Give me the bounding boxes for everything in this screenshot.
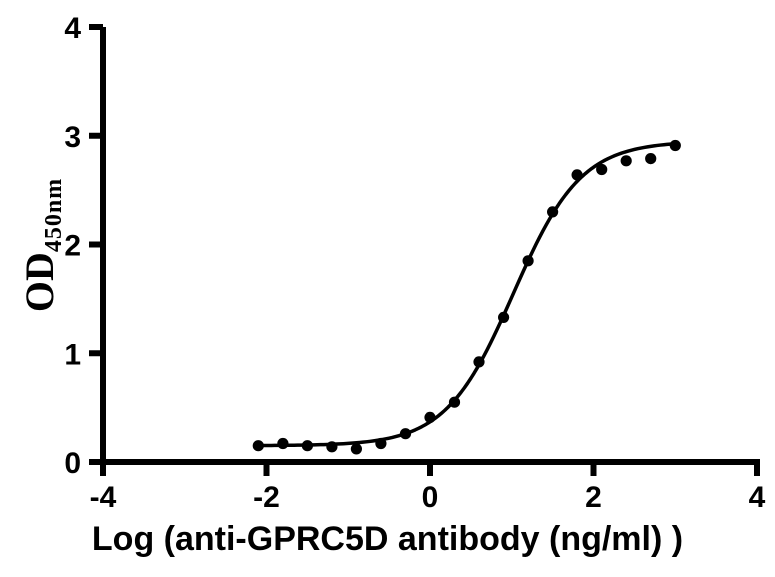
data-point: [547, 206, 559, 218]
y-axis-title: OD450nm: [16, 178, 68, 312]
data-point: [522, 255, 534, 267]
y-tick-label: 4: [64, 12, 81, 45]
data-point: [473, 356, 485, 368]
data-point: [596, 163, 608, 176]
data-point: [620, 155, 632, 167]
y-tick-label: 3: [64, 121, 81, 154]
y-tick-label: 2: [64, 230, 81, 263]
x-tick-label: 4: [749, 481, 766, 514]
data-point: [448, 396, 461, 408]
x-tick-label: 0: [422, 481, 439, 514]
x-tick-label: -4: [90, 481, 117, 514]
fit-curve: [258, 142, 674, 448]
data-point: [424, 411, 436, 423]
data-point: [326, 441, 338, 453]
data-point: [571, 169, 583, 181]
y-tick-label: 0: [64, 447, 81, 480]
x-axis-title: Log (anti-GPRC5D antibody (ng/ml) ): [91, 520, 684, 558]
y-axis-title-subscript: 450nm: [41, 177, 67, 253]
data-point: [277, 437, 289, 450]
data-point: [645, 153, 657, 165]
data-point: [399, 428, 412, 440]
data-point: [669, 139, 681, 152]
data-point: [375, 437, 387, 450]
data-point: [301, 440, 313, 452]
data-point: [252, 440, 264, 452]
x-tick-label: 2: [585, 481, 602, 514]
data-point: [350, 443, 362, 455]
data-point: [498, 311, 510, 323]
x-tick-label: -2: [253, 481, 280, 514]
y-axis-title-main: OD: [17, 252, 62, 313]
y-tick-label: 1: [64, 338, 81, 371]
